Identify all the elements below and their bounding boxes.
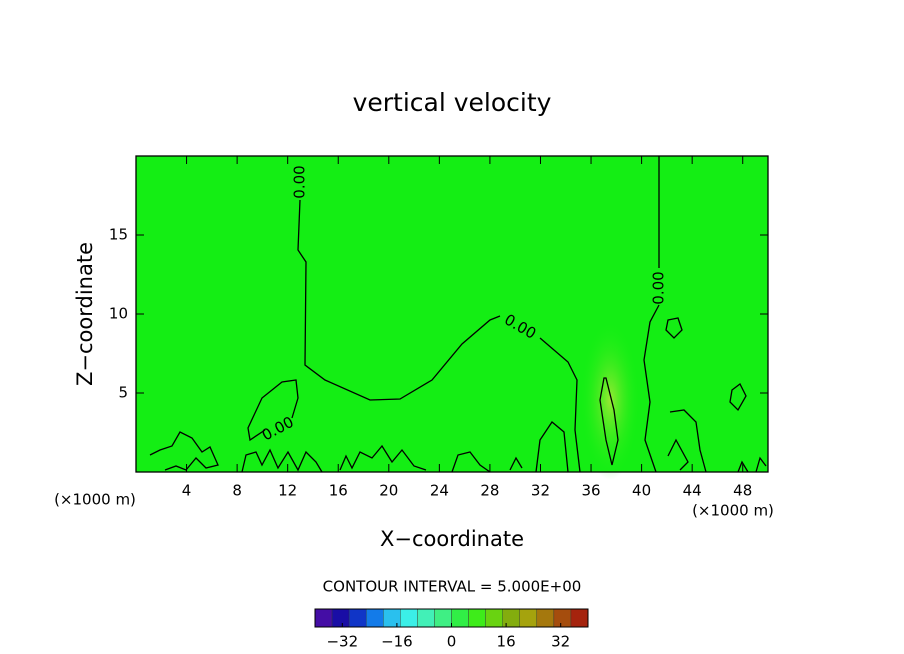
contour-interval: CONTOUR INTERVAL = 5.000E+00 <box>323 578 582 596</box>
colorbar-band <box>502 608 520 628</box>
y-tick-label: 10 <box>109 305 128 323</box>
x-tick-label: 24 <box>430 482 449 500</box>
colorbar-band <box>365 608 384 628</box>
contour-line <box>539 337 581 473</box>
contour-label: 0.00 <box>291 165 309 198</box>
x-unit: (×1000 m) <box>692 502 774 520</box>
x-tick-label: 20 <box>379 482 398 500</box>
x-tick-label: 36 <box>581 482 600 500</box>
field <box>136 156 768 472</box>
x-tick-label: 48 <box>733 482 752 500</box>
y-tick-label: 15 <box>109 226 128 244</box>
field-highlight <box>580 320 640 480</box>
chart-title: vertical velocity <box>353 88 552 117</box>
x-unit: (×1000 m) <box>54 491 136 509</box>
colorbar-band <box>451 608 469 628</box>
contour-line <box>247 379 299 442</box>
x-tick-label: 16 <box>329 482 348 500</box>
colorbar-tick-label: 32 <box>551 633 570 651</box>
colorbar-band <box>417 608 435 628</box>
contour-line <box>149 421 569 473</box>
colorbar-tick-label: 0 <box>447 633 457 651</box>
contour-line <box>667 409 707 473</box>
contour-line <box>297 199 501 401</box>
colorbar-band <box>348 608 367 628</box>
colorbar-band <box>553 608 572 628</box>
x-tick-label: 44 <box>683 482 702 500</box>
colorbar-band <box>383 608 401 628</box>
colorbar-band <box>570 608 589 628</box>
contour-line <box>643 304 660 473</box>
y-axis-label: Z−coordinate <box>73 242 97 386</box>
colorbar-band <box>314 608 333 628</box>
y-tick-label: 5 <box>118 384 128 402</box>
colorbar-band <box>519 608 538 628</box>
colorbar-tick-label: −32 <box>326 633 358 651</box>
contour-line <box>665 317 767 473</box>
colorbar-tick-label: −16 <box>381 633 413 651</box>
colorbar-band <box>536 608 555 628</box>
contour-line <box>599 377 619 466</box>
colorbar-band <box>485 608 503 628</box>
colorbar-band <box>468 608 486 628</box>
contour-label: 0.00 <box>650 271 668 304</box>
x-tick-label: 4 <box>182 482 192 500</box>
x-tick-label: 32 <box>531 482 550 500</box>
x-tick-label: 8 <box>232 482 242 500</box>
x-tick-label: 12 <box>278 482 297 500</box>
colorbar-band <box>400 608 418 628</box>
colorbar-band <box>331 608 350 628</box>
colorbar-tick-label: 16 <box>497 633 516 651</box>
x-tick-label: 28 <box>480 482 499 500</box>
x-axis-label: X−coordinate <box>380 527 524 551</box>
contour-lines <box>149 156 767 473</box>
colorbar-band <box>434 608 452 628</box>
x-tick-label: 40 <box>632 482 651 500</box>
